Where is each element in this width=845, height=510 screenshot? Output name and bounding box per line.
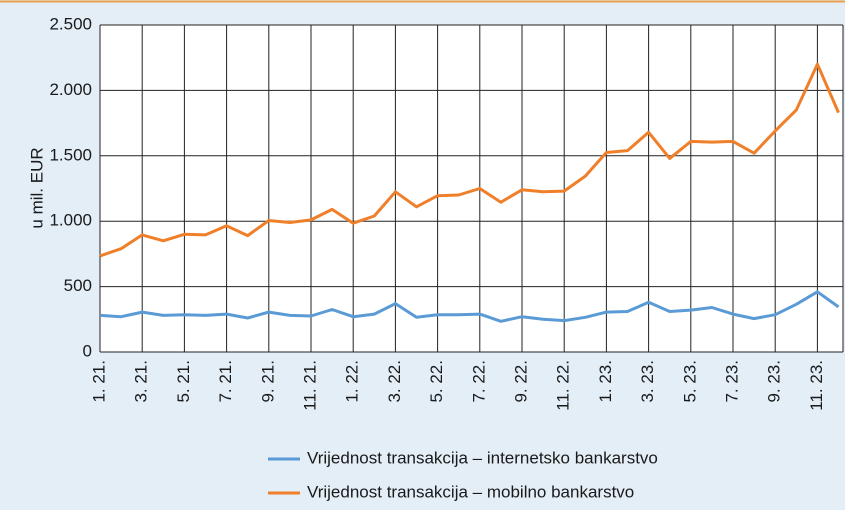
legend-label: Vrijednost transakcija – internetsko ban… [307, 448, 658, 467]
x-tick-label: 3. 22. [385, 360, 404, 403]
x-tick-label: 7. 21. [216, 360, 235, 403]
x-tick-label: 11. 23. [807, 360, 826, 411]
series-line [99, 290, 840, 323]
x-tick-label: 3. 21. [132, 360, 151, 403]
series-line [99, 62, 840, 258]
x-tick-label: 9. 21. [258, 360, 277, 403]
x-tick-label: 7. 22. [469, 360, 488, 403]
x-tick-label: 5. 21. [174, 360, 193, 403]
x-tick-label: 1. 21. [89, 360, 108, 403]
x-tick-label: 11. 22. [554, 360, 573, 411]
y-tick-label: 0 [83, 341, 92, 360]
x-tick-label: 5. 23. [680, 360, 699, 403]
y-tick-label: 2.500 [49, 14, 92, 33]
y-tick-label: 1.500 [49, 145, 92, 164]
y-axis-label: u mil. EUR [27, 147, 46, 228]
x-tick-label: 5. 22. [427, 360, 446, 403]
plot-area [100, 25, 843, 352]
y-tick-label: 500 [64, 276, 92, 295]
x-tick-label: 1. 22. [343, 360, 362, 403]
y-tick-label: 2.000 [49, 80, 92, 99]
x-tick-label: 7. 23. [722, 360, 741, 403]
x-tick-label: 9. 23. [765, 360, 784, 403]
x-tick-label: 11. 21. [300, 360, 319, 411]
y-tick-label: 1.000 [49, 211, 92, 230]
x-tick-label: 9. 22. [511, 360, 530, 403]
legend-label: Vrijednost transakcija – mobilno bankars… [307, 482, 634, 501]
x-tick-label: 3. 23. [638, 360, 657, 403]
x-tick-label: 1. 23. [596, 360, 615, 403]
